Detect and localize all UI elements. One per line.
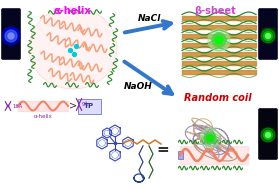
Circle shape <box>2 27 20 45</box>
FancyBboxPatch shape <box>259 9 278 60</box>
Circle shape <box>208 29 230 51</box>
Ellipse shape <box>29 7 117 89</box>
FancyBboxPatch shape <box>1 9 20 60</box>
Circle shape <box>263 32 273 40</box>
Circle shape <box>215 36 223 44</box>
Text: β-sheet: β-sheet <box>194 6 236 16</box>
Text: α-helix: α-helix <box>34 114 52 119</box>
Text: NaOH: NaOH <box>124 82 152 91</box>
Circle shape <box>204 132 216 144</box>
FancyArrowPatch shape <box>124 62 172 94</box>
Circle shape <box>261 29 275 43</box>
FancyBboxPatch shape <box>178 151 183 159</box>
Text: TP: TP <box>84 103 94 109</box>
Text: 9Å: 9Å <box>82 102 89 107</box>
FancyBboxPatch shape <box>259 108 278 160</box>
Text: =: = <box>157 143 169 157</box>
Circle shape <box>263 130 273 139</box>
Circle shape <box>8 33 14 39</box>
Text: Random coil: Random coil <box>184 93 252 103</box>
FancyArrowPatch shape <box>125 21 171 33</box>
Circle shape <box>261 128 275 142</box>
Text: >: > <box>69 100 77 110</box>
Circle shape <box>200 128 220 148</box>
Text: 16Å: 16Å <box>12 104 22 108</box>
Circle shape <box>266 33 271 39</box>
Circle shape <box>206 135 213 142</box>
FancyBboxPatch shape <box>78 98 100 114</box>
Circle shape <box>5 30 17 42</box>
Text: α-helix: α-helix <box>53 6 91 16</box>
Circle shape <box>266 132 271 138</box>
Text: NaCl: NaCl <box>138 14 162 23</box>
Circle shape <box>212 33 226 47</box>
